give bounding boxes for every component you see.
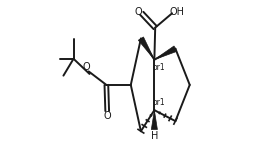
Polygon shape: [151, 110, 157, 130]
Text: or1: or1: [153, 98, 166, 107]
Polygon shape: [154, 46, 177, 60]
Text: O: O: [103, 111, 111, 121]
Text: O: O: [82, 62, 90, 72]
Text: OH: OH: [170, 7, 185, 18]
Text: H: H: [151, 131, 158, 141]
Text: or1: or1: [153, 63, 166, 72]
Polygon shape: [138, 37, 154, 60]
Text: O: O: [134, 7, 142, 18]
